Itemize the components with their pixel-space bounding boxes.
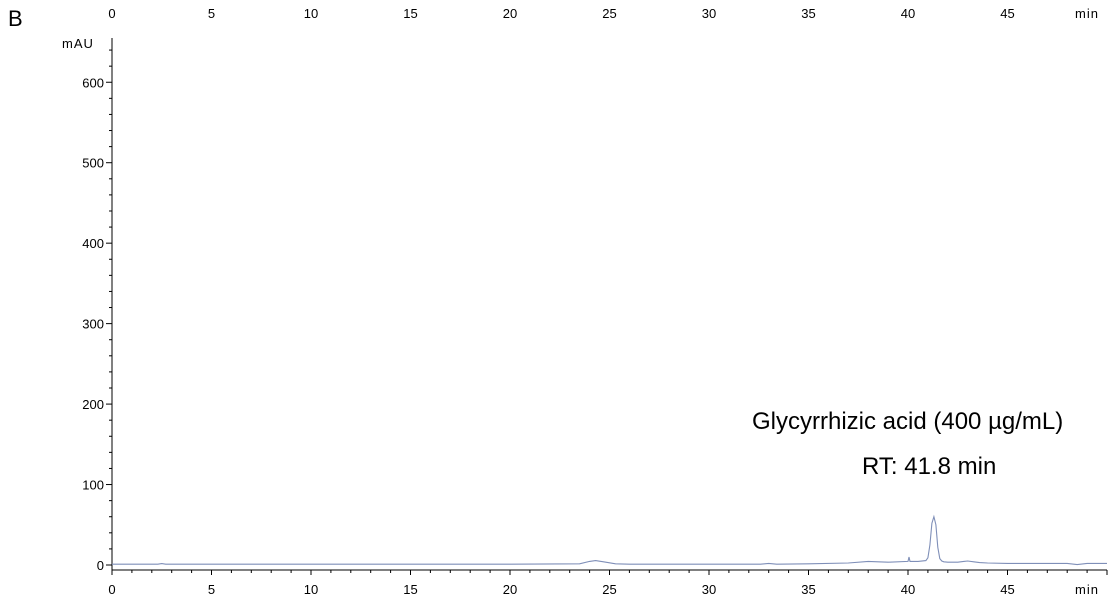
y-tick-label: 600 bbox=[82, 75, 104, 90]
bottom-x-tick-label: 25 bbox=[602, 582, 616, 597]
y-tick-label: 300 bbox=[82, 317, 104, 332]
top-x-tick-label: 0 bbox=[108, 6, 115, 21]
bottom-x-tick-label: 35 bbox=[801, 582, 815, 597]
top-x-tick-label: 15 bbox=[403, 6, 417, 21]
top-x-tick-label: 5 bbox=[208, 6, 215, 21]
top-x-tick-label: 40 bbox=[901, 6, 915, 21]
bottom-x-tick-label: 40 bbox=[901, 582, 915, 597]
compound-annotation: Glycyrrhizic acid (400 µg/mL) bbox=[752, 408, 1063, 435]
bottom-x-tick-label: 0 bbox=[108, 582, 115, 597]
panel-label: B bbox=[8, 6, 23, 31]
top-x-tick-label: 10 bbox=[304, 6, 318, 21]
retention-time-annotation: RT: 41.8 min bbox=[862, 453, 996, 480]
top-x-tick-label: 30 bbox=[702, 6, 716, 21]
top-x-tick-label: 25 bbox=[602, 6, 616, 21]
plot-area bbox=[112, 514, 1107, 566]
top-x-axis: 0 5 10 15 20 25 30 35 40 45 bbox=[108, 6, 1014, 21]
y-tick-label: 0 bbox=[97, 558, 104, 573]
bottom-x-tick-label: 20 bbox=[503, 582, 517, 597]
bottom-x-tick-label: 15 bbox=[403, 582, 417, 597]
bottom-x-tick-label: 5 bbox=[208, 582, 215, 597]
y-tick-label: 200 bbox=[82, 397, 104, 412]
bottom-x-tick-label: 30 bbox=[702, 582, 716, 597]
y-tick-label: 400 bbox=[82, 236, 104, 251]
chromatogram-trace bbox=[112, 514, 1107, 566]
bottom-x-axis-unit: min bbox=[1075, 582, 1099, 597]
top-x-tick-label: 35 bbox=[801, 6, 815, 21]
y-tick-label: 100 bbox=[82, 478, 104, 493]
bottom-x-axis: 0 5 10 15 20 25 30 35 40 45 bbox=[108, 569, 1108, 597]
top-x-tick-label: 45 bbox=[1000, 6, 1014, 21]
top-x-tick-label: 20 bbox=[503, 6, 517, 21]
y-axis: 0 100 200 300 400 500 600 bbox=[82, 38, 113, 573]
y-tick-label: 500 bbox=[82, 156, 104, 171]
bottom-x-tick-label: 45 bbox=[1000, 582, 1014, 597]
bottom-x-tick-label: 10 bbox=[304, 582, 318, 597]
top-x-axis-unit: min bbox=[1075, 6, 1099, 21]
y-axis-unit: mAU bbox=[62, 36, 94, 51]
